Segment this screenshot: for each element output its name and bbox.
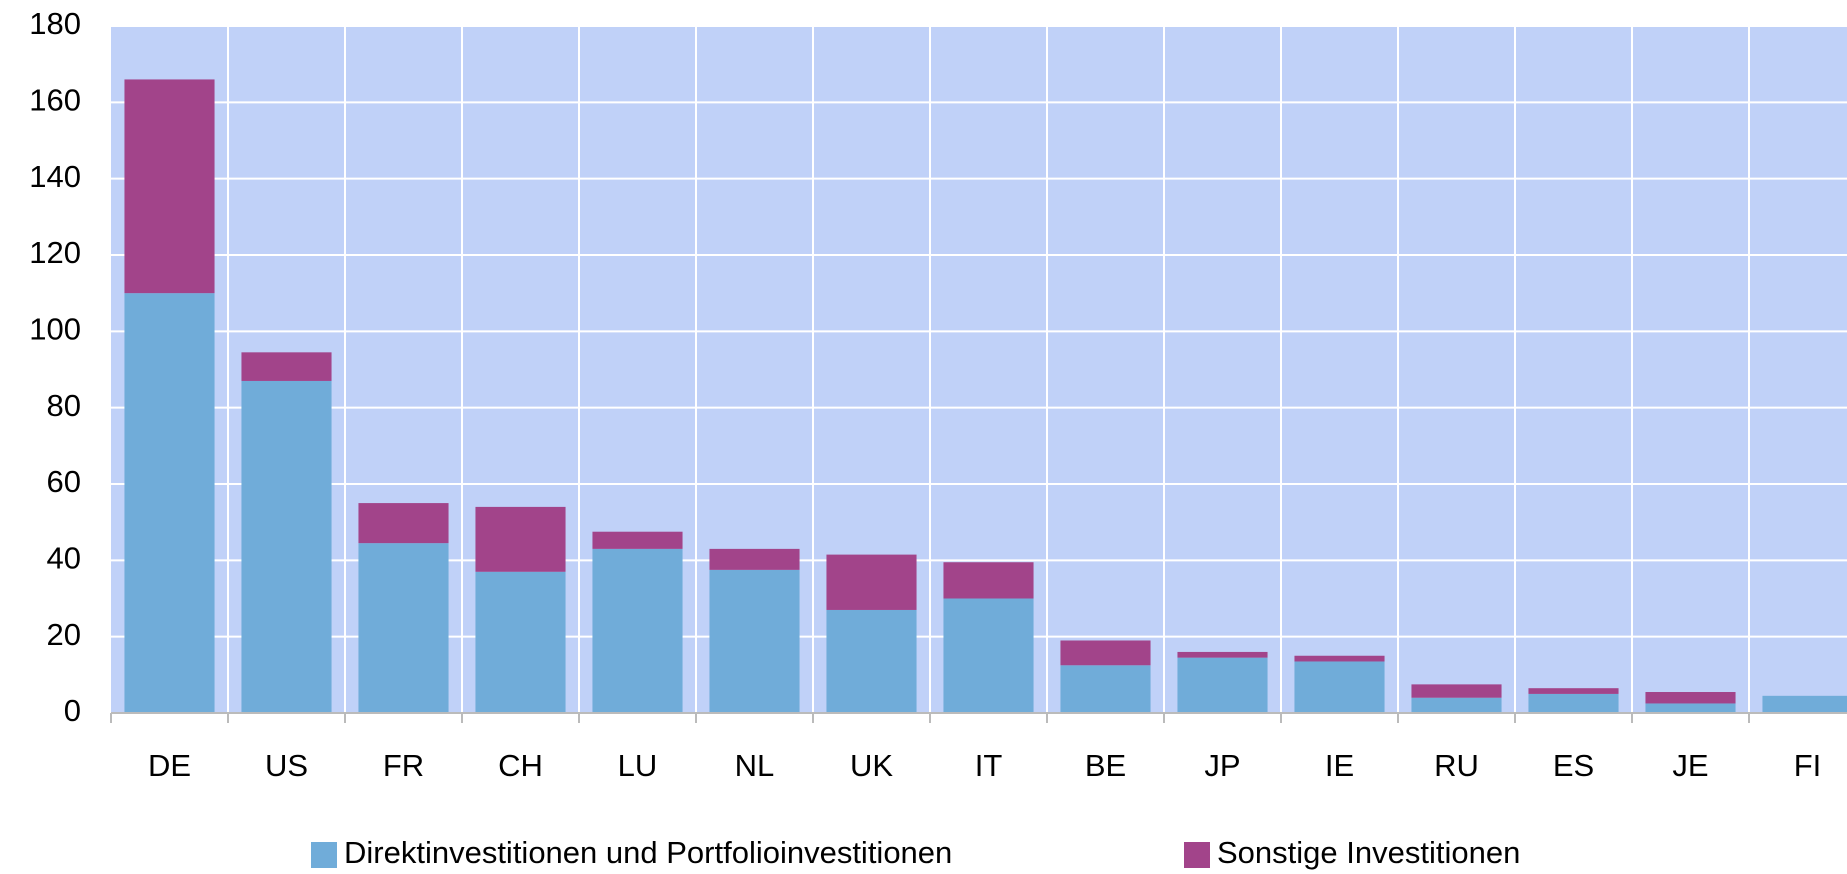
- y-tick-label: 100: [29, 312, 81, 347]
- bar-segment: [1294, 655, 1385, 662]
- bar-segment: [943, 598, 1034, 713]
- bar-segment: [475, 506, 566, 572]
- legend-swatch: [1184, 842, 1210, 868]
- x-tick-label: DE: [148, 748, 191, 783]
- bar-segment: [241, 380, 332, 713]
- x-tick-label: IT: [975, 748, 1003, 783]
- x-tick-label: JP: [1204, 748, 1240, 783]
- bar-segment: [1645, 703, 1736, 713]
- bar-segment: [943, 562, 1034, 599]
- bar-segment: [709, 548, 800, 570]
- bar-segment: [592, 548, 683, 713]
- bar-segment: [709, 569, 800, 713]
- y-tick-label: 0: [64, 693, 81, 728]
- x-tick-label: JE: [1672, 748, 1708, 783]
- y-tick-label: 60: [47, 464, 81, 499]
- x-tick-label: LU: [618, 748, 658, 783]
- bar-segment: [1294, 661, 1385, 713]
- bar-segment: [1060, 665, 1151, 713]
- bar-segment: [1411, 697, 1502, 713]
- y-tick-label: 140: [29, 159, 81, 194]
- x-tick-label: BE: [1085, 748, 1126, 783]
- y-tick-label: 40: [47, 541, 81, 576]
- legend-swatch: [311, 842, 337, 868]
- bar-segment: [1645, 692, 1736, 704]
- bar-segment: [1411, 684, 1502, 698]
- y-tick-label: 80: [47, 388, 81, 423]
- bar-segment: [826, 554, 917, 610]
- x-tick-label: NL: [735, 748, 775, 783]
- bar-segment: [241, 352, 332, 381]
- bar-segment: [1177, 651, 1268, 658]
- bar-segment: [1762, 695, 1847, 713]
- bar-segment: [1060, 640, 1151, 666]
- legend-label: Sonstige Investitionen: [1217, 835, 1520, 870]
- x-tick-label: ES: [1553, 748, 1594, 783]
- x-tick-label: CH: [498, 748, 543, 783]
- legend-label: Direktinvestitionen und Portfolioinvesti…: [344, 835, 952, 870]
- bar-segment: [1177, 657, 1268, 713]
- bar-segment: [1528, 688, 1619, 694]
- x-tick-label: US: [265, 748, 308, 783]
- bar-segment: [358, 543, 449, 713]
- bar-segment: [475, 571, 566, 713]
- y-tick-label: 160: [29, 83, 81, 118]
- bar-segment: [124, 79, 215, 294]
- bar-segment: [826, 609, 917, 713]
- x-tick-label: FR: [383, 748, 424, 783]
- x-tick-label: RU: [1434, 748, 1479, 783]
- bar-segment: [358, 503, 449, 544]
- bar-segment: [592, 531, 683, 549]
- x-tick-label: UK: [850, 748, 893, 783]
- bar-segment: [124, 293, 215, 713]
- y-tick-label: 20: [47, 617, 81, 652]
- x-tick-label: IE: [1325, 748, 1354, 783]
- y-tick-label: 180: [29, 6, 81, 41]
- x-tick-label: FI: [1794, 748, 1822, 783]
- y-tick-label: 120: [29, 235, 81, 270]
- bar-segment: [1528, 693, 1619, 713]
